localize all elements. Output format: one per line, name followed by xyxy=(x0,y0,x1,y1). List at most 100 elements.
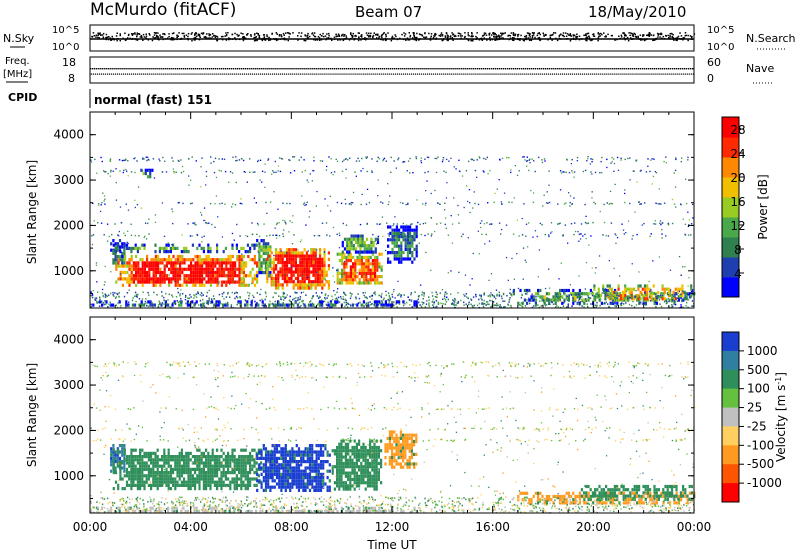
data-cell xyxy=(179,283,182,287)
data-cell xyxy=(371,268,374,272)
speckle xyxy=(614,297,616,299)
speckle xyxy=(165,292,167,295)
speckle xyxy=(557,306,559,308)
data-cell xyxy=(183,250,186,254)
data-cell xyxy=(192,283,195,287)
speckle xyxy=(167,242,169,244)
data-cell xyxy=(365,255,368,259)
nsky-point xyxy=(385,33,387,36)
speckle xyxy=(391,296,394,298)
data-cell xyxy=(258,248,261,252)
speckle xyxy=(349,303,351,306)
nsky-point xyxy=(254,39,257,42)
freq-point xyxy=(448,68,450,70)
speckle xyxy=(305,224,307,226)
speckle xyxy=(686,203,688,205)
nsky-point xyxy=(534,36,536,39)
nsky-point xyxy=(556,39,559,42)
data-cell xyxy=(146,261,149,265)
nsky-point xyxy=(285,32,287,34)
speckle xyxy=(165,265,167,267)
freq-point xyxy=(667,68,670,70)
speckle xyxy=(648,296,651,298)
freq-point xyxy=(685,68,688,70)
freq-point xyxy=(514,68,517,70)
freq-tick-top: 18 xyxy=(62,56,76,69)
freq-point xyxy=(502,68,505,70)
speckle xyxy=(101,292,104,294)
data-cell xyxy=(621,294,625,298)
nsky-point xyxy=(682,37,685,39)
speckle xyxy=(262,304,264,307)
nave-point xyxy=(435,73,437,75)
speckle xyxy=(496,294,498,297)
data-cell xyxy=(406,235,409,239)
freq-point xyxy=(232,68,235,70)
nsky-point xyxy=(576,33,578,35)
nsky-point xyxy=(438,34,440,37)
data-cell xyxy=(152,270,155,275)
data-cell xyxy=(238,283,241,287)
data-cell xyxy=(196,280,199,284)
speckle xyxy=(204,220,206,222)
speckle xyxy=(467,237,469,239)
data-cell xyxy=(116,255,119,259)
nsky-point xyxy=(461,35,463,37)
nsky-point xyxy=(372,34,375,37)
data-cell xyxy=(415,244,418,248)
speckle xyxy=(483,171,485,173)
freq-point xyxy=(518,68,521,70)
nave-point xyxy=(96,73,98,75)
speckle xyxy=(206,301,208,304)
speckle xyxy=(350,203,352,206)
speckle xyxy=(608,305,610,308)
speckle xyxy=(118,159,121,161)
freq-point xyxy=(90,68,92,70)
nsky-point xyxy=(520,34,522,37)
nsky-point xyxy=(338,35,341,37)
speckle xyxy=(219,300,221,302)
data-cell xyxy=(229,277,232,281)
speckle xyxy=(231,172,234,174)
speckle xyxy=(286,252,288,254)
data-cell xyxy=(231,264,234,268)
data-cell xyxy=(154,250,157,254)
data-cell xyxy=(628,290,631,294)
speckle xyxy=(574,230,577,233)
data-cell xyxy=(256,280,259,284)
data-cell xyxy=(229,267,232,271)
nsky-point xyxy=(222,35,224,38)
data-cell xyxy=(214,264,217,268)
data-cell xyxy=(279,267,282,271)
data-cell xyxy=(229,280,232,284)
speckle xyxy=(275,171,277,173)
data-cell xyxy=(677,295,680,299)
speckle xyxy=(293,156,296,158)
data-cell xyxy=(387,251,390,255)
speckle xyxy=(264,171,266,173)
nsky-point xyxy=(409,36,411,38)
data-cell xyxy=(411,238,414,242)
speckle xyxy=(159,160,161,162)
data-cell xyxy=(572,301,575,305)
speckle xyxy=(135,293,138,296)
data-cell xyxy=(610,290,614,294)
speckle xyxy=(587,294,589,297)
data-cell xyxy=(574,292,577,296)
data-cell xyxy=(205,254,208,259)
nsky-point xyxy=(105,33,108,36)
nave-point xyxy=(477,73,479,75)
speckle xyxy=(337,288,339,290)
speckle xyxy=(221,158,223,160)
data-cell xyxy=(314,276,317,281)
nsky-point xyxy=(500,32,502,34)
speckle xyxy=(403,294,405,296)
data-cell xyxy=(607,288,610,293)
data-cell xyxy=(292,270,295,274)
speckle xyxy=(632,300,634,303)
data-cell xyxy=(411,228,414,232)
speckle xyxy=(106,295,108,297)
data-cell xyxy=(260,267,263,271)
speckle xyxy=(163,299,165,302)
speckle xyxy=(445,197,448,199)
